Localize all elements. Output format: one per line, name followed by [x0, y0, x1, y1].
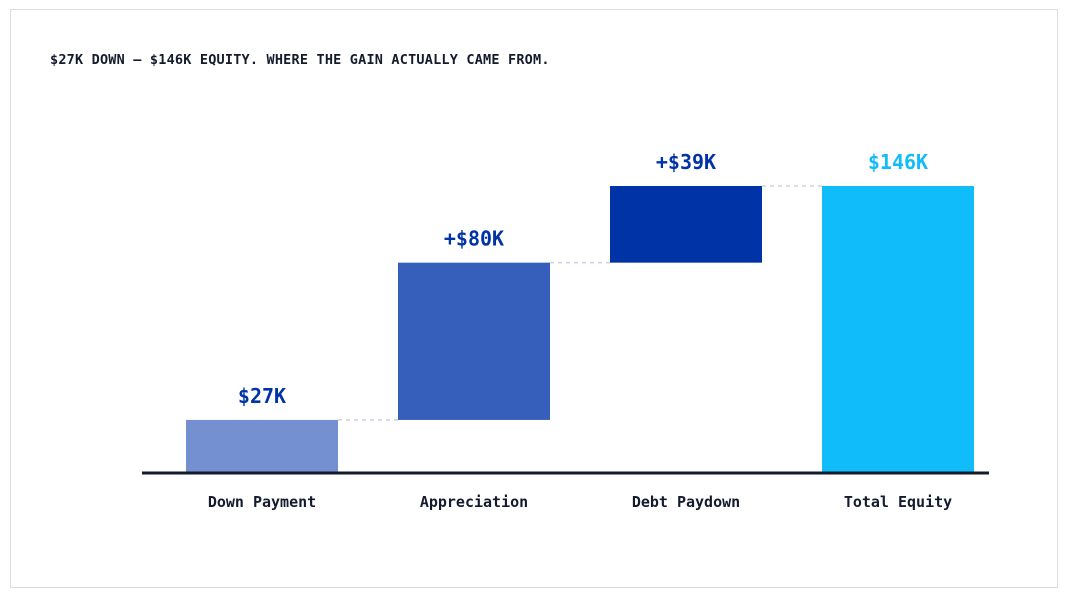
- category-label-down-payment: Down Payment: [208, 493, 316, 511]
- bar-debt-paydown: [610, 186, 762, 263]
- category-label-total-equity: Total Equity: [844, 493, 952, 511]
- bar-appreciation: [398, 262, 550, 420]
- chart-title: $27K DOWN — $146K EQUITY. WHERE THE GAIN…: [50, 52, 550, 68]
- data-label-total-equity: $146K: [868, 150, 928, 174]
- category-label-appreciation: Appreciation: [420, 493, 528, 511]
- data-label-down-payment: $27K: [238, 384, 286, 408]
- data-label-debt-paydown: +$39K: [656, 150, 716, 174]
- category-label-debt-paydown: Debt Paydown: [632, 493, 740, 511]
- bar-total-equity: [822, 186, 974, 473]
- data-label-appreciation: +$80K: [444, 227, 504, 251]
- bar-down-payment: [186, 419, 338, 473]
